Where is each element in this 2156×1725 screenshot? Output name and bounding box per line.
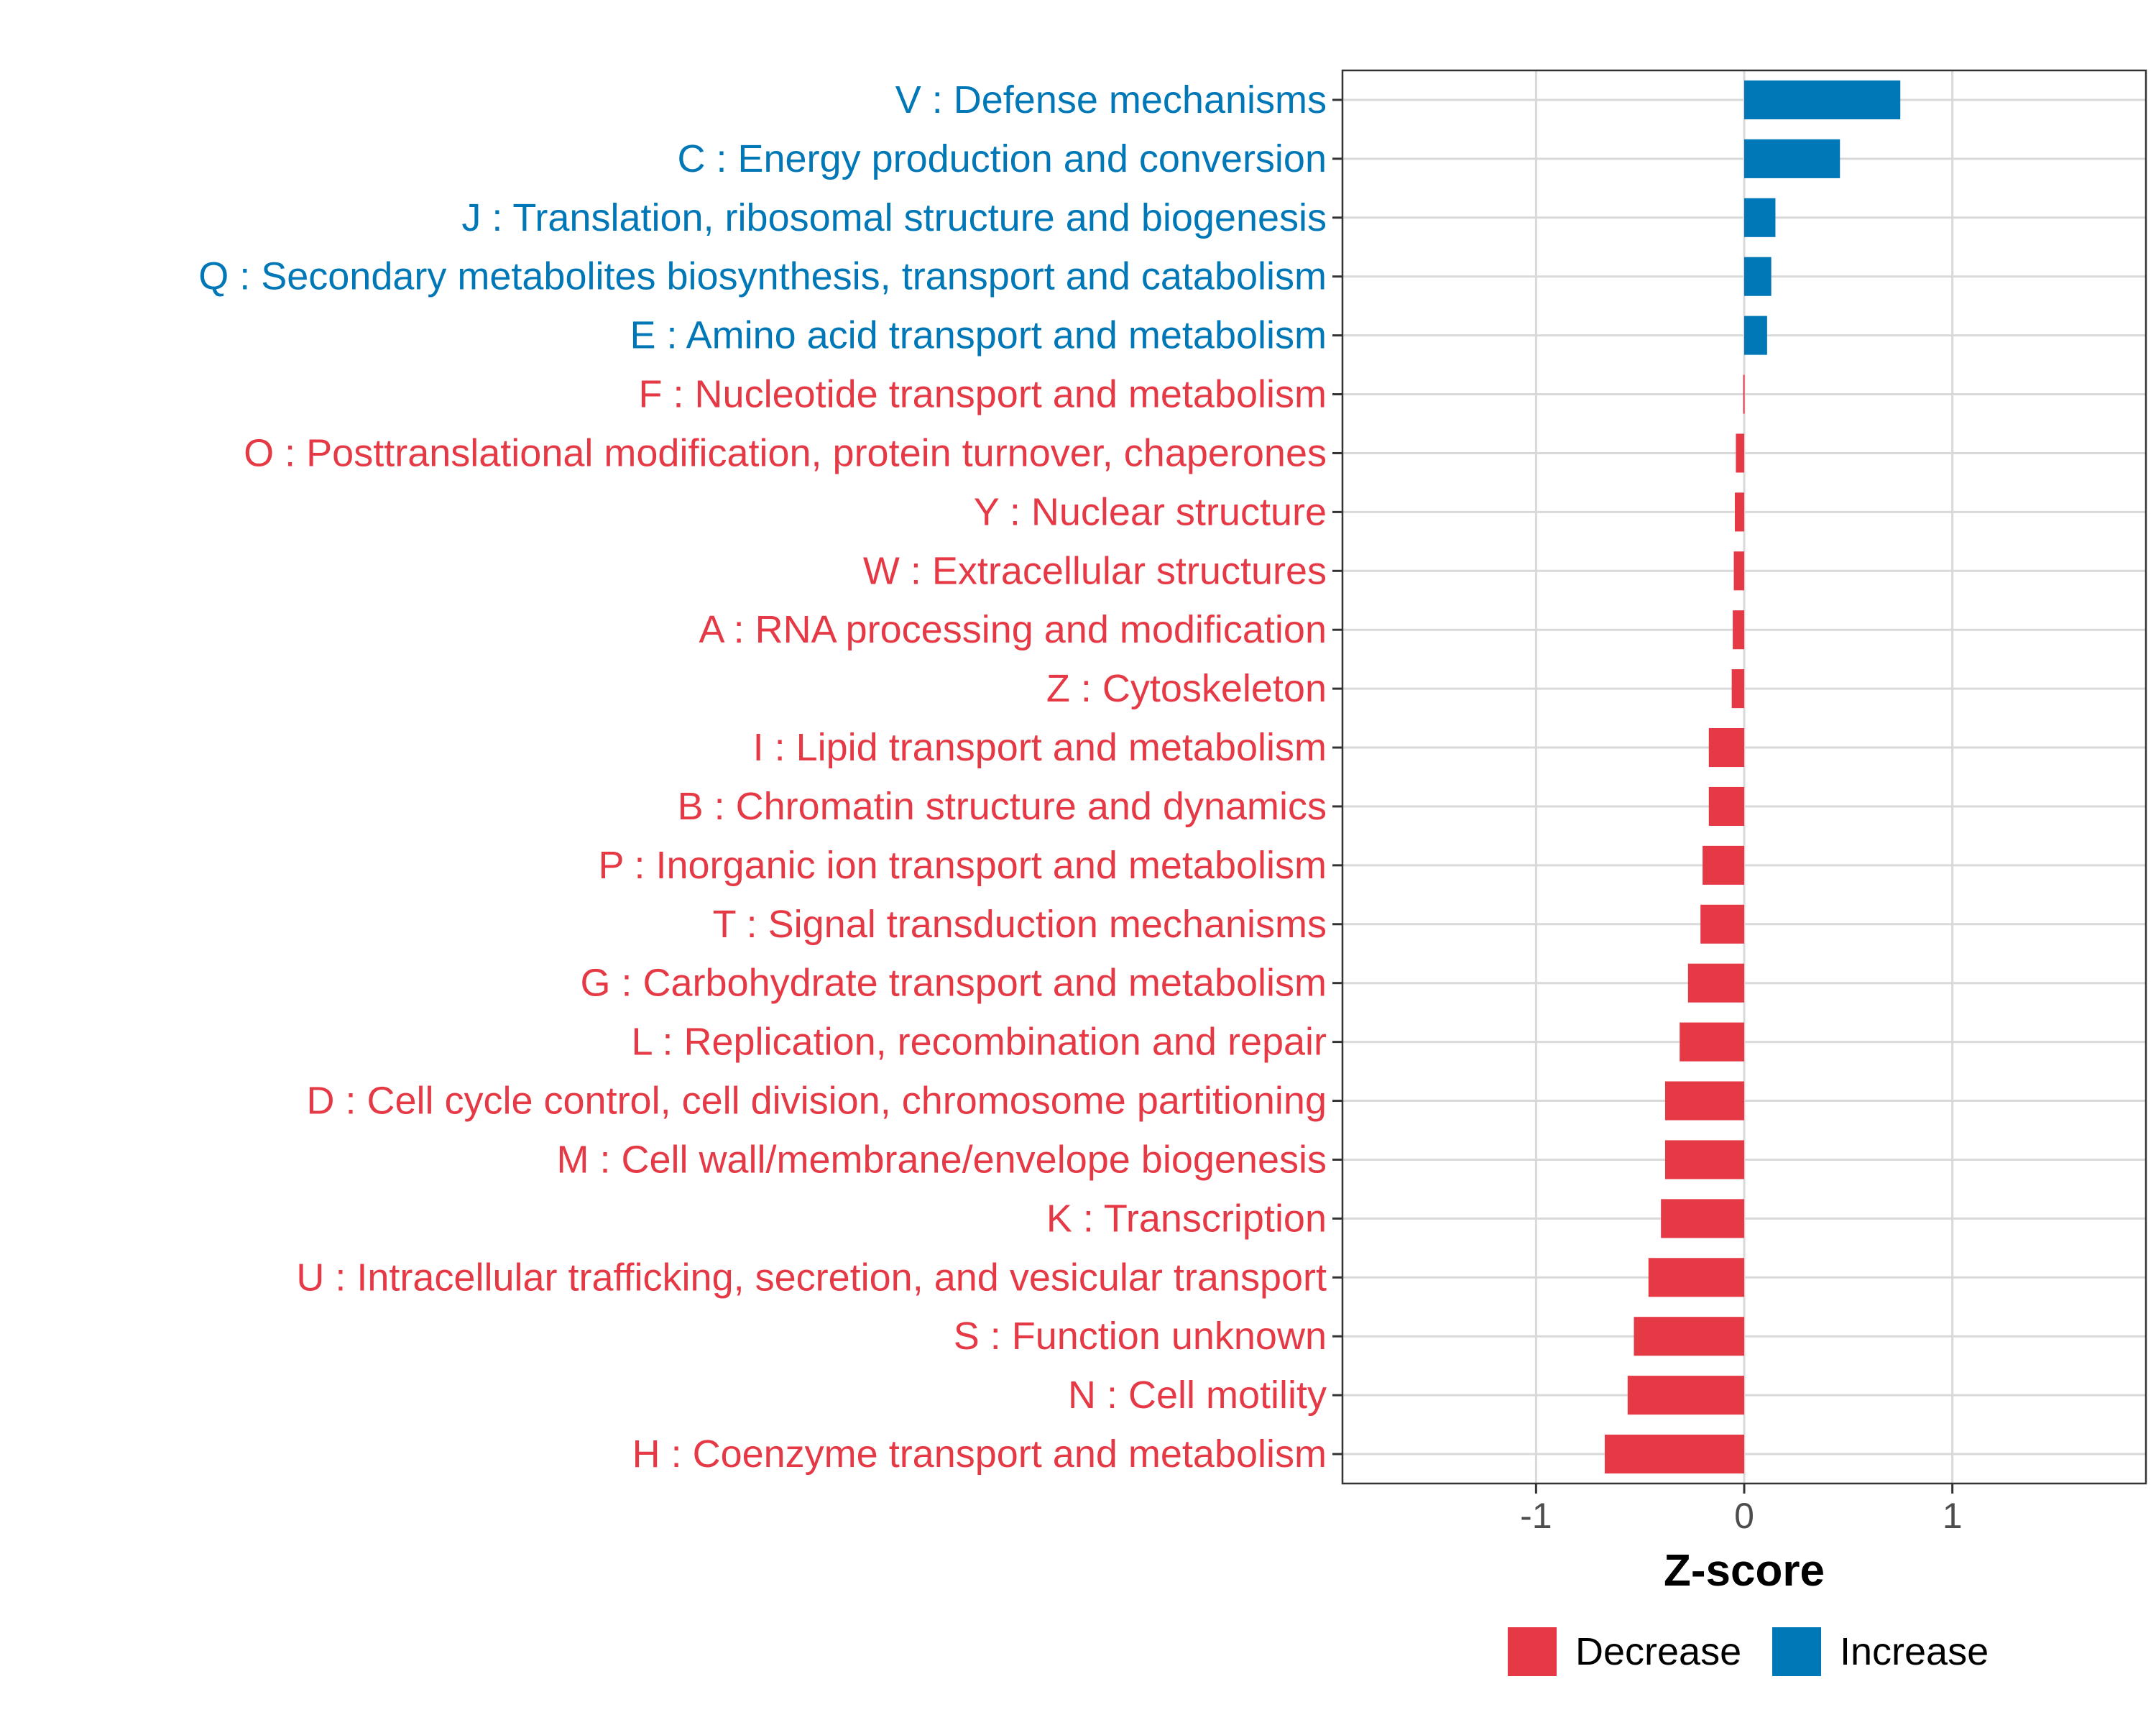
- x-tick-label: 1: [1943, 1496, 1963, 1536]
- legend: Decrease Increase: [1508, 1627, 1989, 1676]
- category-label: Z : Cytoskeleton: [1046, 667, 1327, 710]
- category-label: L : Replication, recombination and repai…: [631, 1021, 1327, 1064]
- bar: [1744, 139, 1841, 178]
- bar: [1744, 198, 1776, 237]
- category-label: Y : Nuclear structure: [974, 490, 1327, 533]
- y-axis-category-labels: V : Defense mechanisms C : Energy product…: [198, 78, 1327, 1476]
- legend-swatch-increase: [1772, 1627, 1821, 1676]
- category-label: A : RNA processing and modification: [699, 608, 1327, 651]
- category-label: N : Cell motility: [1068, 1374, 1327, 1417]
- category-label: E : Amino acid transport and metabolism: [630, 314, 1327, 357]
- category-label: Q : Secondary metabolites biosynthesis, …: [198, 255, 1327, 298]
- bar: [1733, 610, 1744, 650]
- bar: [1700, 904, 1744, 944]
- x-tick-label: 0: [1734, 1496, 1754, 1536]
- category-label: C : Energy production and conversion: [677, 137, 1327, 180]
- x-tick-label: -1: [1520, 1496, 1552, 1536]
- category-label: H : Coenzyme transport and metabolism: [632, 1432, 1327, 1476]
- bar: [1664, 1081, 1744, 1121]
- bar: [1733, 551, 1744, 591]
- category-label: I : Lipid transport and metabolism: [753, 726, 1327, 769]
- bar: [1708, 728, 1744, 768]
- bar: [1736, 433, 1744, 473]
- category-label: K : Transcription: [1046, 1197, 1327, 1240]
- bar: [1744, 257, 1772, 296]
- bar: [1744, 80, 1901, 119]
- bar: [1743, 374, 1745, 414]
- bars: [1604, 80, 1901, 1474]
- category-label: O : Posttranslational modification, prot…: [244, 431, 1327, 474]
- x-axis-ticks: -1 0 1: [1520, 1484, 1963, 1536]
- bar: [1661, 1199, 1744, 1238]
- bar: [1627, 1376, 1744, 1415]
- x-axis-title: Z-score: [1664, 1546, 1825, 1596]
- category-label: J : Translation, ribosomal structure and…: [461, 196, 1327, 239]
- category-label: F : Nucleotide transport and metabolism: [639, 373, 1327, 416]
- legend-swatch-decrease: [1508, 1627, 1557, 1676]
- bar: [1604, 1435, 1744, 1474]
- category-label: T : Signal transduction mechanisms: [713, 903, 1327, 946]
- category-label: G : Carbohydrate transport and metabolis…: [581, 962, 1327, 1005]
- category-label: U : Intracellular trafficking, secretion…: [296, 1256, 1327, 1299]
- bar: [1680, 1022, 1744, 1062]
- category-label: S : Function unknown: [954, 1315, 1327, 1358]
- bar: [1731, 669, 1744, 709]
- y-axis-ticks: [1332, 98, 1342, 1455]
- category-label: M : Cell wall/membrane/envelope biogenes…: [556, 1138, 1327, 1181]
- bar: [1664, 1140, 1744, 1179]
- bar: [1634, 1317, 1744, 1356]
- bar: [1708, 786, 1744, 826]
- bar: [1687, 963, 1744, 1003]
- category-label: D : Cell cycle control, cell division, c…: [306, 1080, 1327, 1123]
- legend-label-increase: Increase: [1840, 1630, 1989, 1673]
- bar: [1648, 1258, 1744, 1297]
- category-label: W : Extracellular structures: [863, 549, 1327, 592]
- category-label: V : Defense mechanisms: [895, 78, 1327, 121]
- category-label: P : Inorganic ion transport and metaboli…: [598, 844, 1327, 887]
- category-label: B : Chromatin structure and dynamics: [678, 785, 1327, 828]
- bar: [1734, 492, 1744, 532]
- bar: [1744, 316, 1767, 355]
- bar: [1703, 845, 1744, 885]
- legend-label-decrease: Decrease: [1575, 1630, 1741, 1673]
